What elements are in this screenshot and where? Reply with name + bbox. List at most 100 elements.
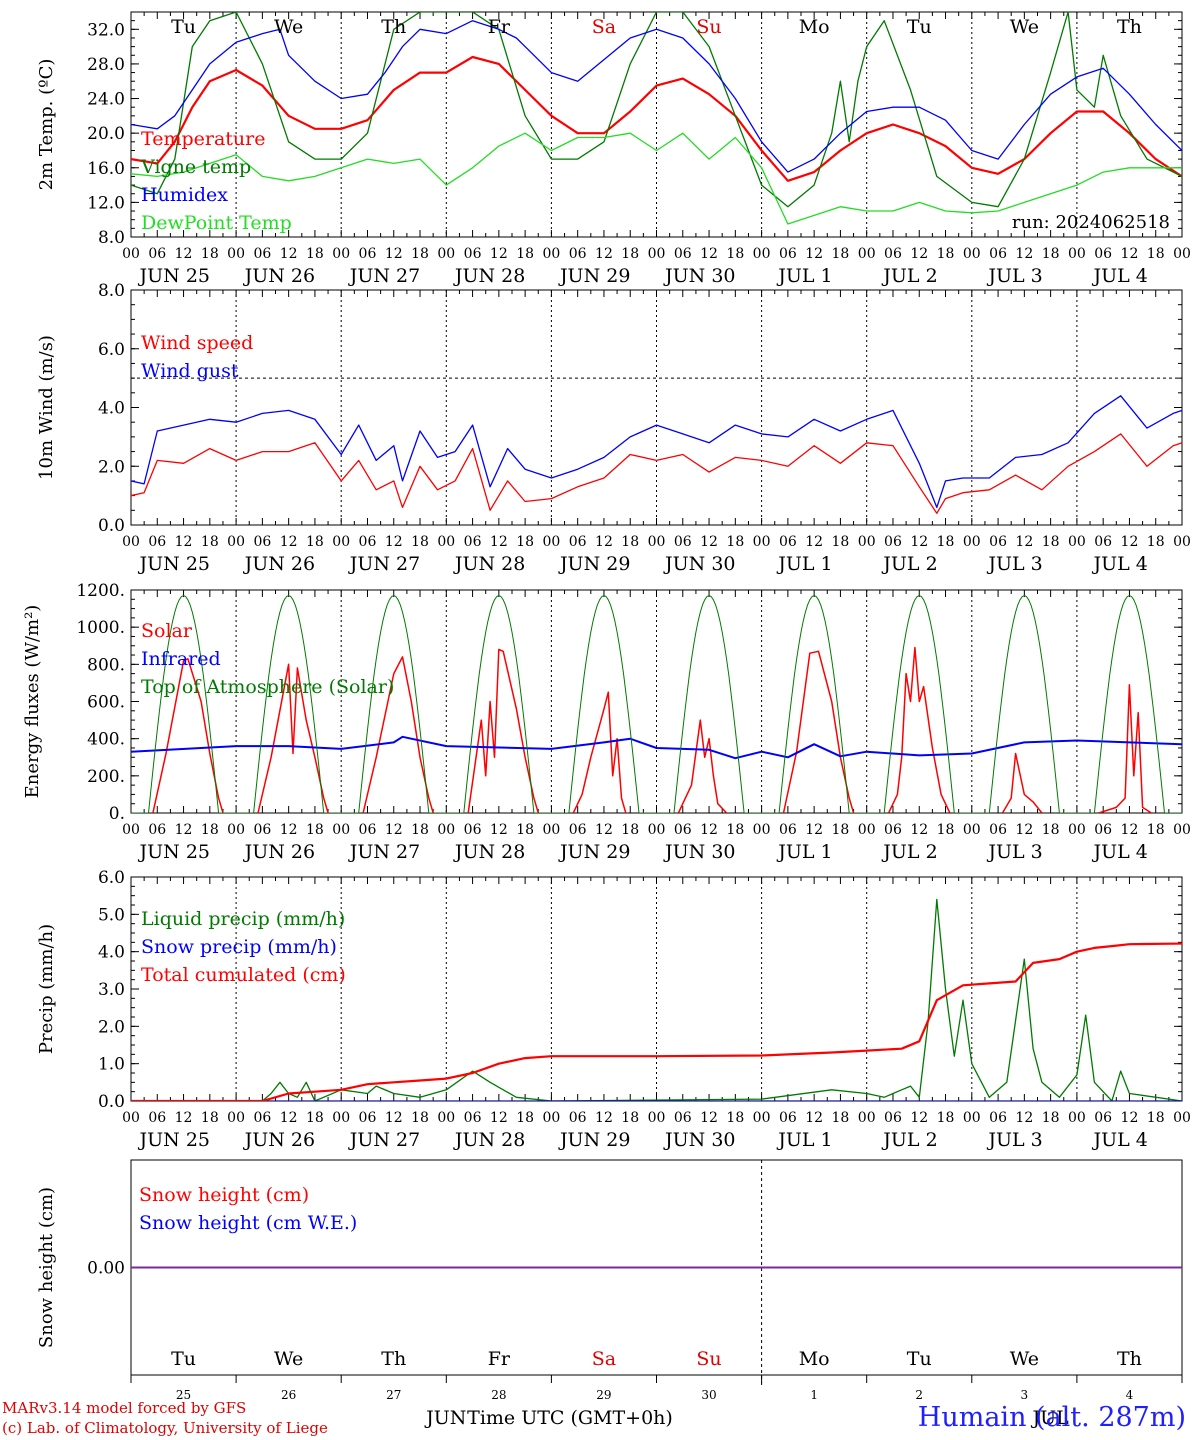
series-group [131,12,1182,225]
weekday-label: Th [381,16,406,38]
date-label: JUN 27 [348,553,420,575]
hour-label: 12 [805,534,823,550]
series-liquid-precip-mm-h [131,898,1182,1101]
hour-label: 12 [490,822,508,838]
y-tick-label: 12.0 [87,193,125,213]
series-vigne-temp [131,12,1182,208]
hour-label: 18 [832,534,850,550]
series-top-of-atmosphere-solar [656,595,762,813]
y-tick-label: 5.0 [98,905,125,925]
hour-label: 00 [227,822,245,838]
y-tick-label: 4.0 [98,943,125,963]
y-tick-label: 8.0 [98,228,125,248]
hour-label: 00 [332,534,350,550]
series-solar [572,691,627,813]
hour-label: 18 [411,246,429,262]
series-top-of-atmosphere-solar [236,595,342,813]
series-group [131,595,1182,813]
series-group [131,898,1182,1101]
series-solar [1098,684,1152,813]
hour-label: 18 [832,822,850,838]
hour-label: 12 [280,246,298,262]
hour-label: 12 [1121,246,1139,262]
date-label: JUL 2 [881,1129,937,1151]
hour-label: 18 [201,1110,219,1126]
lab-credit: (c) Lab. of Climatology, University of L… [2,1419,328,1437]
day-number: 2 [915,1388,923,1402]
hour-label: 06 [359,534,377,550]
hour-label: 00 [332,1110,350,1126]
date-label: JUN 25 [138,841,210,863]
hour-label: 12 [175,246,193,262]
hour-label: 12 [595,822,613,838]
hour-label: 06 [674,246,692,262]
y-tick-label: 400. [87,730,125,750]
hour-label: 18 [306,534,324,550]
hour-label: 00 [122,246,140,262]
y-tick-label: 6.0 [98,340,125,360]
hour-label: 18 [726,822,744,838]
series-solar [782,650,855,813]
date-label: JUN 30 [663,841,735,863]
y-axis-title: 2m Temp. (ºC) [36,59,57,191]
hour-label: 06 [1094,822,1112,838]
hour-label: 18 [726,246,744,262]
hour-label: 00 [122,822,140,838]
hour-label: 18 [832,246,850,262]
day-number: 26 [281,1388,296,1402]
date-label: JUL 1 [776,553,832,575]
date-label: JUL 3 [986,1129,1042,1151]
hour-label: 00 [332,246,350,262]
hour-label: 12 [700,822,718,838]
series-solar [467,648,540,813]
hour-label: 00 [858,1110,876,1126]
hour-label: 12 [175,534,193,550]
hour-label: 18 [516,246,534,262]
panel-3 [130,589,1183,814]
hour-label: 00 [1173,246,1191,262]
hour-label: 18 [516,1110,534,1126]
series-solar [677,719,728,813]
weekday-label: Tu [171,16,196,38]
series-dewpoint-temp [131,132,1182,225]
hour-label: 00 [648,534,666,550]
date-label: JUN 28 [453,841,525,863]
hour-label: 12 [910,246,928,262]
series-infrared [131,735,1182,760]
weekday-label: Sa [592,1348,616,1370]
date-label: JUN 27 [348,1129,420,1151]
date-label: JUL 4 [1092,841,1148,863]
hour-label: 00 [648,246,666,262]
hour-label: 06 [779,534,797,550]
hour-label: 06 [148,1110,166,1126]
hour-label: 18 [1147,1110,1165,1126]
weekday-label: We [274,1348,303,1370]
hour-label: 06 [779,1110,797,1126]
hour-label: 18 [1147,534,1165,550]
hour-label: 18 [201,246,219,262]
weekday-label: Th [1117,1348,1142,1370]
hour-label: 12 [700,1110,718,1126]
hour-label: 06 [1094,534,1112,550]
hour-label: 12 [1015,534,1033,550]
hour-label: 06 [569,534,587,550]
hour-label: 12 [700,534,718,550]
hour-label: 06 [674,1110,692,1126]
hour-label: 12 [1121,822,1139,838]
hour-label: 12 [385,534,403,550]
y-tick-label: 1000. [76,618,125,638]
hour-label: 18 [726,534,744,550]
hour-label: 00 [1068,822,1086,838]
day-number: 29 [596,1388,611,1402]
hour-label: 00 [1068,534,1086,550]
hour-label: 18 [306,1110,324,1126]
hour-label: 00 [332,822,350,838]
series-humidex [131,20,1182,173]
hour-label: 00 [1173,534,1191,550]
series-total-cumulated-cm [131,942,1182,1101]
legend-entry: Liquid precip (mm/h) [141,908,345,930]
hour-label: 06 [989,534,1007,550]
y-axis-title: Energy fluxes (W/m²) [22,605,43,799]
hour-label: 06 [359,1110,377,1126]
y-tick-label: 24.0 [87,90,125,110]
